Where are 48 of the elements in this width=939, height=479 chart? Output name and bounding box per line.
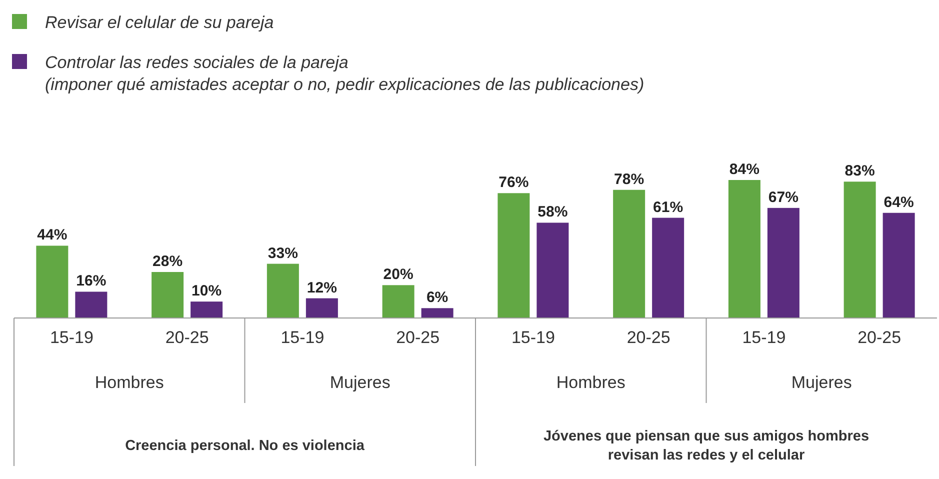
bar: [844, 182, 876, 318]
bar: [536, 222, 569, 318]
bar: [36, 246, 68, 318]
x-tick-label: 20-25: [165, 328, 209, 347]
bar: [152, 272, 184, 318]
data-label: 67%: [768, 188, 798, 206]
data-label: 20%: [383, 266, 414, 284]
x-tick-label: 15-19: [742, 328, 786, 347]
text: Mujeres: [330, 373, 390, 392]
x-tick-label: 15-19: [511, 328, 555, 347]
data-label: 64%: [884, 194, 914, 211]
data-label: 33%: [268, 244, 298, 262]
bar: [75, 292, 108, 318]
data-label: 84%: [729, 161, 760, 178]
legend-label: Revisar el celular de su pareja: [45, 13, 274, 32]
bar: [190, 302, 223, 318]
bar: [498, 193, 530, 318]
bar: [652, 218, 684, 318]
x-tick-label: 20-25: [396, 328, 440, 347]
text: Creencia personal. No es violencia: [125, 438, 366, 454]
data-label: 28%: [152, 253, 183, 270]
data-label: 58%: [538, 204, 568, 221]
bar: [613, 190, 646, 318]
data-label: 83%: [844, 162, 875, 180]
bar: [767, 208, 800, 318]
data-label: 6%: [426, 289, 448, 306]
bar: [728, 180, 760, 318]
data-label: 16%: [76, 272, 106, 290]
bar: [266, 264, 299, 318]
bar: [382, 285, 414, 318]
data-label: 61%: [653, 198, 684, 216]
legend-label: Controlar las redes sociales de la pareja (imponer qué amistades aceptar o no, pedir explicaciones de las publicaciones): [45, 53, 644, 94]
data-label: 76%: [498, 174, 529, 192]
bar: [882, 212, 915, 318]
text: Mujeres: [791, 373, 852, 392]
x-tick-label: 20-25: [626, 328, 670, 347]
bar: [421, 308, 454, 318]
data-label: 78%: [614, 170, 644, 188]
data-label: 44%: [37, 226, 68, 244]
text: Hombres: [556, 373, 626, 392]
data-label: 12%: [306, 279, 337, 296]
x-tick-label: 15-19: [50, 328, 94, 347]
data-label: 10%: [192, 282, 222, 300]
text: Jóvenes que piensan que sus amigos hombres revisan las redes y el celular: [543, 428, 870, 464]
text: Hombres: [94, 373, 164, 392]
x-tick-label: 15-19: [280, 328, 324, 347]
bar: [306, 298, 338, 318]
x-tick-label: 20-25: [858, 328, 902, 347]
